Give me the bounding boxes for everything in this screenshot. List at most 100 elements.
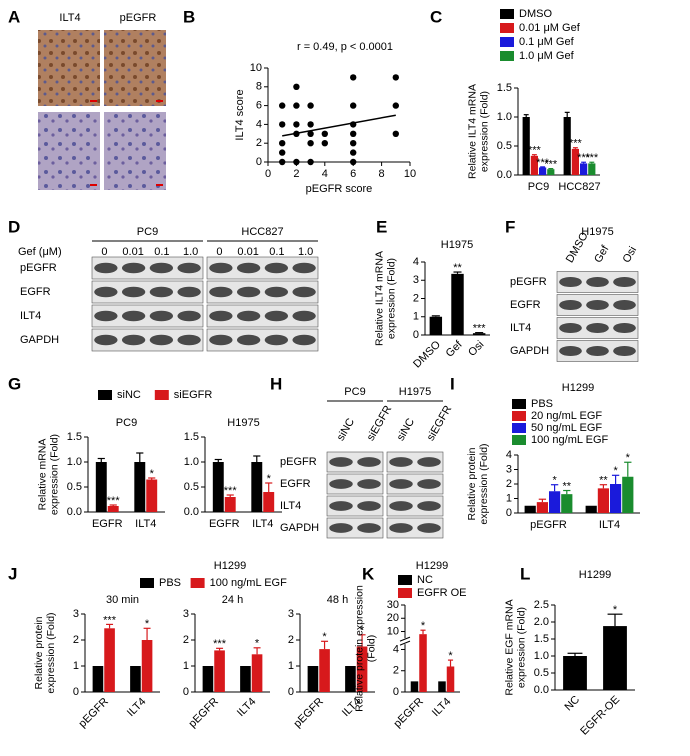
error-bar <box>148 477 156 480</box>
blot-band <box>94 262 118 274</box>
column-label: ILT4 <box>59 12 80 24</box>
x-tick-label: DMSO <box>411 338 443 370</box>
legend-swatch <box>190 578 205 588</box>
significance-label: ** <box>599 475 608 487</box>
blot-frame <box>386 451 444 473</box>
panel-letter: D <box>8 217 20 236</box>
panel-letter: F <box>505 217 515 236</box>
scatter-point <box>321 130 328 137</box>
significance-label: *** <box>585 152 599 164</box>
blot-band <box>121 310 146 322</box>
column-label: siNC <box>335 416 357 443</box>
blot-band <box>389 457 413 467</box>
scatter-point <box>279 140 286 147</box>
error-bar <box>214 458 222 462</box>
y-tick-label: 20 <box>387 612 399 624</box>
y-tick-label: 0.5 <box>497 140 512 152</box>
blot-band <box>264 310 289 322</box>
column-label: 0 <box>101 246 107 258</box>
blot-band <box>389 501 413 511</box>
legend-swatch <box>140 578 154 588</box>
significance-label: ** <box>453 262 462 274</box>
bar <box>214 650 225 692</box>
scatter-point <box>293 121 300 128</box>
x-tick-label: pEGFR <box>186 696 220 730</box>
legend-swatch <box>154 390 169 400</box>
bar <box>438 681 446 692</box>
blot-band <box>586 322 609 334</box>
error-bar <box>540 166 546 168</box>
blot-band <box>559 299 582 311</box>
blot-band <box>329 457 353 467</box>
blot-frame <box>386 517 444 539</box>
error-bar <box>523 114 529 117</box>
bar <box>549 491 561 513</box>
legend-swatch <box>500 23 514 33</box>
legend-swatch <box>512 435 526 445</box>
legend-swatch <box>500 37 514 47</box>
bar <box>571 148 579 175</box>
legend-label: EGFR OE <box>417 587 467 599</box>
y-axis-label-text: Relative protein expression (Fold) <box>466 443 491 525</box>
x-tick-label: ILT4 <box>125 696 148 719</box>
y-tick-label: 3 <box>506 463 512 475</box>
y-tick-label: 3 <box>413 274 419 286</box>
blot-band <box>177 334 201 346</box>
significance-label: * <box>448 650 453 662</box>
chart-title: H1975 <box>441 239 473 251</box>
significance-label: * <box>613 604 618 616</box>
y-tick-label: 3 <box>288 608 294 620</box>
bar <box>539 167 547 175</box>
y-axis-label-text: Relative protein expression (Fold) <box>33 612 58 694</box>
bar <box>130 666 141 692</box>
column-title: Gef (μM) <box>18 246 62 258</box>
column-label: 0.1 <box>154 246 169 258</box>
column-label: 0.1 <box>269 246 284 258</box>
x-tick-label: ILT4 <box>599 519 620 531</box>
blot-band <box>177 310 201 322</box>
bar <box>610 484 622 513</box>
y-tick-label: 2 <box>256 137 262 149</box>
y-tick-label: 1 <box>73 660 79 672</box>
x-tick-label: EGFR-OE <box>578 694 622 738</box>
x-tick-label: 10 <box>404 168 416 180</box>
scatter-point <box>293 83 300 91</box>
x-tick-label: HCC827 <box>558 181 600 193</box>
scatter-point <box>392 130 399 137</box>
chart-subtitle: PC9 <box>116 417 137 429</box>
bar <box>146 479 158 512</box>
axis-break-gap <box>400 638 410 645</box>
x-tick-label: EGFR <box>209 518 240 530</box>
blot-band <box>559 345 582 357</box>
ihc-image <box>38 30 100 106</box>
bar <box>345 666 356 692</box>
legend-label: siEGFR <box>174 389 213 401</box>
y-axis-label-text: Relative ILT4 mRNA expression (Fold) <box>466 84 491 179</box>
y-tick-label: 2.0 <box>534 616 549 628</box>
scatter-point <box>307 158 314 166</box>
y-axis-label-text: Relative mRNA expression (Fold) <box>36 433 61 516</box>
legend-swatch <box>398 588 412 598</box>
scatter-point <box>350 130 357 137</box>
legend-swatch <box>512 399 526 409</box>
legend-label: siNC <box>117 389 141 401</box>
blot-band <box>357 457 381 467</box>
x-tick-label: Osi <box>466 339 486 359</box>
error-bar <box>611 474 620 484</box>
panel-letter: K <box>362 564 375 583</box>
column-label: 0.01 <box>237 246 258 258</box>
bar <box>356 646 368 692</box>
error-bar <box>563 489 571 495</box>
blot-band <box>149 334 174 346</box>
y-tick-label: 1.5 <box>184 431 199 443</box>
panel-letter: L <box>520 564 530 583</box>
bar <box>104 628 115 692</box>
legend-swatch <box>98 390 112 400</box>
error-bar <box>226 494 234 497</box>
error-bar <box>607 613 623 627</box>
y-tick-label: 4 <box>413 256 419 268</box>
y-axis-label: Relative mRNA expression (Fold) <box>36 433 61 516</box>
blot-band <box>292 262 316 274</box>
y-tick-label: 30 <box>387 599 399 611</box>
column-label: pEGFR <box>120 12 157 24</box>
